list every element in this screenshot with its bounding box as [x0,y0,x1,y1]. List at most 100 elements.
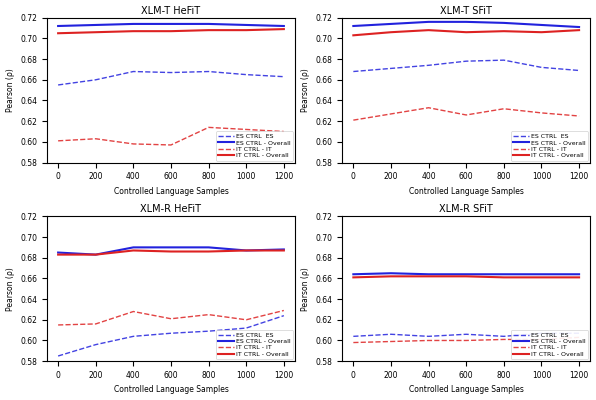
Y-axis label: Pearson (ρ): Pearson (ρ) [5,267,14,311]
Line: IT CTRL - IT: IT CTRL - IT [353,337,579,342]
Line: IT CTRL - Overall: IT CTRL - Overall [58,29,284,33]
ES CTRL - Overall [425,20,432,24]
ES CTRL  ES [576,331,583,336]
Line: ES CTRL - Overall: ES CTRL - Overall [353,273,579,274]
IT CTRL - IT [462,112,470,117]
X-axis label: Controlled Language Samples: Controlled Language Samples [114,386,228,394]
Line: IT CTRL - IT: IT CTRL - IT [353,108,579,120]
ES CTRL - Overall [576,272,583,277]
ES CTRL  ES [280,74,287,79]
ES CTRL - Overall [130,245,137,250]
ES CTRL - Overall [538,272,545,277]
ES CTRL  ES [425,334,432,339]
ES CTRL - Overall [350,24,357,28]
IT CTRL - Overall [500,29,507,34]
ES CTRL  ES [205,69,212,74]
ES CTRL - Overall [387,22,395,26]
IT CTRL - IT [205,125,212,130]
ES CTRL  ES [387,66,395,71]
ES CTRL  ES [538,331,545,336]
IT CTRL - IT [462,338,470,343]
IT CTRL - Overall [167,29,175,34]
ES CTRL - Overall [243,248,250,253]
IT CTRL - Overall [130,248,137,253]
IT CTRL - Overall [167,249,175,254]
X-axis label: Controlled Language Samples: Controlled Language Samples [409,187,524,196]
IT CTRL - IT [387,339,395,344]
ES CTRL  ES [280,313,287,318]
IT CTRL - IT [425,105,432,110]
IT CTRL - Overall [243,248,250,253]
ES CTRL - Overall [130,22,137,26]
ES CTRL - Overall [576,25,583,30]
IT CTRL - IT [280,308,287,313]
ES CTRL  ES [350,334,357,339]
IT CTRL - IT [280,129,287,134]
ES CTRL  ES [243,326,250,330]
IT CTRL - IT [538,337,545,342]
ES CTRL  ES [92,342,100,347]
Legend: ES CTRL  ES, ES CTRL - Overall, IT CTRL - IT, IT CTRL - Overall: ES CTRL ES, ES CTRL - Overall, IT CTRL -… [216,131,293,161]
IT CTRL - IT [92,136,100,141]
X-axis label: Controlled Language Samples: Controlled Language Samples [409,386,524,394]
IT CTRL - Overall [280,248,287,253]
ES CTRL  ES [130,69,137,74]
IT CTRL - IT [243,317,250,322]
IT CTRL - Overall [55,252,62,257]
IT CTRL - IT [92,322,100,326]
ES CTRL - Overall [500,272,507,277]
IT CTRL - Overall [350,275,357,280]
ES CTRL  ES [167,331,175,336]
IT CTRL - IT [576,114,583,118]
Line: ES CTRL - Overall: ES CTRL - Overall [58,247,284,255]
ES CTRL  ES [243,72,250,77]
ES CTRL - Overall [500,20,507,25]
ES CTRL  ES [350,69,357,74]
IT CTRL - IT [425,338,432,343]
IT CTRL - IT [387,112,395,116]
Line: ES CTRL  ES: ES CTRL ES [58,316,284,356]
IT CTRL - Overall [425,274,432,279]
IT CTRL - Overall [205,28,212,32]
ES CTRL - Overall [387,271,395,276]
ES CTRL  ES [500,334,507,339]
ES CTRL  ES [576,68,583,73]
IT CTRL - Overall [205,249,212,254]
Title: XLM-T HeFiT: XLM-T HeFiT [141,6,200,16]
ES CTRL - Overall [205,22,212,26]
ES CTRL - Overall [243,22,250,27]
IT CTRL - Overall [425,28,432,32]
ES CTRL - Overall [538,22,545,27]
IT CTRL - Overall [130,29,137,34]
IT CTRL - IT [130,142,137,146]
ES CTRL - Overall [55,250,62,255]
ES CTRL  ES [462,332,470,337]
IT CTRL - Overall [538,275,545,280]
ES CTRL - Overall [462,272,470,277]
IT CTRL - Overall [387,30,395,35]
IT CTRL - IT [500,106,507,111]
ES CTRL - Overall [280,247,287,252]
Y-axis label: Pearson (ρ): Pearson (ρ) [5,68,14,112]
ES CTRL - Overall [425,272,432,277]
IT CTRL - IT [130,309,137,314]
ES CTRL  ES [92,77,100,82]
X-axis label: Controlled Language Samples: Controlled Language Samples [114,187,228,196]
IT CTRL - IT [167,142,175,147]
IT CTRL - Overall [92,30,100,35]
IT CTRL - Overall [500,275,507,280]
ES CTRL - Overall [205,245,212,250]
IT CTRL - Overall [538,30,545,35]
ES CTRL - Overall [350,272,357,277]
Line: IT CTRL - Overall: IT CTRL - Overall [353,30,579,35]
Line: ES CTRL  ES: ES CTRL ES [353,60,579,72]
ES CTRL  ES [387,332,395,337]
ES CTRL - Overall [55,24,62,28]
ES CTRL  ES [462,59,470,64]
Line: IT CTRL - IT: IT CTRL - IT [58,127,284,145]
IT CTRL - IT [167,316,175,321]
ES CTRL  ES [205,329,212,334]
IT CTRL - Overall [462,30,470,35]
ES CTRL - Overall [167,245,175,250]
IT CTRL - IT [500,337,507,342]
